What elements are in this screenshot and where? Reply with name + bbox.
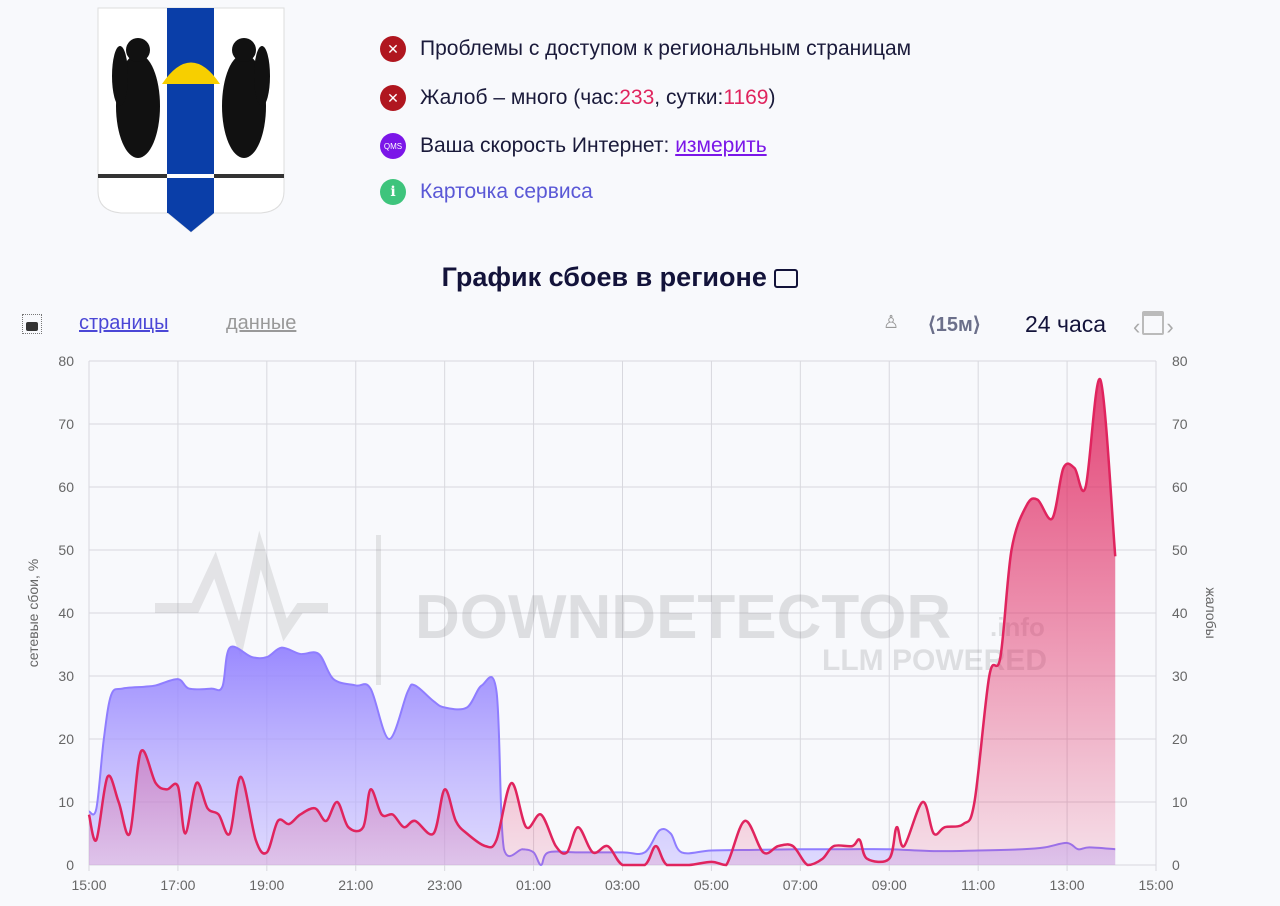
series-area-network <box>89 646 1116 865</box>
x-tick-label: 03:00 <box>605 877 640 893</box>
series-area-complaints <box>89 379 1116 865</box>
y-tick-right: 50 <box>1172 542 1188 558</box>
x-tick-label: 13:00 <box>1050 877 1085 893</box>
svg-text:DOWNDETECTOR: DOWNDETECTOR <box>415 583 951 652</box>
hour-count: 233 <box>619 86 655 109</box>
calendar-nav[interactable]: ‹ › <box>1133 311 1174 340</box>
y-tick-right: 20 <box>1172 731 1188 747</box>
coat-of-arms-logo <box>97 7 285 233</box>
x-tick-label: 21:00 <box>338 877 373 893</box>
measure-speed-link[interactable]: измерить <box>675 134 767 157</box>
status-speed: QMS Ваша скорость Интернет: измерить <box>380 133 767 159</box>
error-x-icon: ✕ <box>380 85 406 111</box>
chevron-right-icon[interactable]: › <box>1166 314 1174 339</box>
x-tick-label: 19:00 <box>249 877 284 893</box>
watermark-logo: DOWNDETECTOR .info LLM POWERED <box>155 530 1047 685</box>
chart-title: График сбоев в регионе <box>0 262 1240 293</box>
tab-pages[interactable]: страницы <box>79 312 169 334</box>
error-x-icon: ✕ <box>380 36 406 62</box>
status-complaints: ✕ Жалоб – много (час: 233, сутки: 1169) <box>380 85 776 111</box>
y-tick-right: 60 <box>1172 479 1188 495</box>
y-tick-left: 10 <box>58 794 74 810</box>
calendar-icon[interactable] <box>1142 311 1165 335</box>
outage-chart: DOWNDETECTOR .info LLM POWERED 0 0 10 10 20 2… <box>25 353 1219 893</box>
x-tick-label: 23:00 <box>427 877 462 893</box>
x-tick-label: 09:00 <box>872 877 907 893</box>
y-tick-left: 80 <box>58 353 74 369</box>
x-tick-label: 15:00 <box>71 877 106 893</box>
info-icon: i <box>380 179 406 205</box>
y-tick-left: 0 <box>66 857 74 873</box>
day-count: 1169 <box>723 86 769 109</box>
right-axis-title: жалобы <box>1203 587 1219 638</box>
y-tick-left: 60 <box>58 479 74 495</box>
interval-selector[interactable]: ⟨15м⟩ <box>928 314 981 336</box>
status-service-card: i Карточка сервиса <box>380 179 593 205</box>
x-tick-label: 15:00 <box>1138 877 1173 893</box>
x-tick-label: 01:00 <box>516 877 551 893</box>
y-tick-left: 20 <box>58 731 74 747</box>
chevron-left-icon[interactable]: ‹ <box>1133 314 1141 339</box>
y-tick-right: 80 <box>1172 353 1188 369</box>
x-tick-label: 11:00 <box>961 877 995 893</box>
series-line-complaints <box>87 378 1117 867</box>
y-tick-left: 40 <box>58 605 74 621</box>
y-tick-left: 30 <box>58 668 74 684</box>
qms-icon: QMS <box>380 133 406 159</box>
x-tick-label: 07:00 <box>783 877 818 893</box>
y-tick-right: 10 <box>1172 794 1188 810</box>
range-selector[interactable]: 24 часа <box>1025 311 1107 337</box>
y-tick-right: 70 <box>1172 416 1188 432</box>
y-tick-right: 30 <box>1172 668 1188 684</box>
screenshot-camera-icon[interactable] <box>22 314 42 334</box>
service-card-link[interactable]: Карточка сервиса <box>420 180 593 203</box>
status-access-problems: ✕ Проблемы с доступом к региональным стр… <box>380 36 911 62</box>
user-icon[interactable]: ♙ <box>883 312 900 332</box>
y-tick-left: 70 <box>58 416 74 432</box>
y-tick-left: 50 <box>58 542 74 558</box>
monitor-icon[interactable] <box>774 269 799 289</box>
y-tick-right: 0 <box>1172 857 1180 873</box>
y-tick-right: 40 <box>1172 605 1188 621</box>
x-tick-label: 05:00 <box>694 877 729 893</box>
tab-data[interactable]: данные <box>226 312 297 334</box>
left-axis-title: сетевые сбои, % <box>25 559 41 667</box>
x-tick-label: 17:00 <box>160 877 195 893</box>
